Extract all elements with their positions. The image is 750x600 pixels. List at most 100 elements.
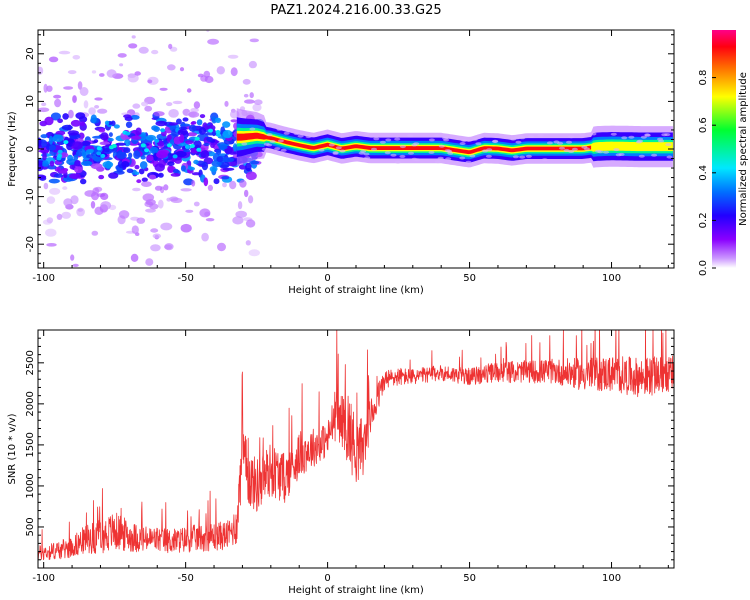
spectrogram-cell [159, 87, 168, 91]
spectrogram-cell [131, 225, 139, 234]
spectrogram-cell [568, 150, 575, 153]
spectrogram-cell [206, 136, 214, 142]
x-tick-label: -100 [32, 573, 55, 584]
spectrogram-cell [335, 146, 342, 150]
spectrogram-cell [133, 150, 141, 160]
spectrogram-cell [154, 163, 165, 172]
spectrogram-cell [69, 173, 81, 180]
spectrogram-cell [170, 197, 183, 203]
spectrogram-cell [363, 152, 370, 156]
spectrogram-cell [134, 164, 140, 170]
spectrogram-cell [99, 141, 111, 146]
spectrogram-cell [168, 43, 173, 50]
spectrogram-cell [183, 149, 191, 153]
spectrogram-cell [91, 70, 97, 74]
colorbar: 0.0 0.2 0.4 0.6 0.8 Normalized spectral ampl… [698, 30, 749, 276]
spectrogram-cell [385, 138, 392, 142]
spectrogram-cell [115, 142, 127, 146]
spectrogram-cell [127, 73, 139, 83]
spectrogram-cell [128, 152, 133, 159]
spectrogram-cell [269, 140, 276, 143]
spectrogram-cell [201, 232, 209, 242]
spectrogram-cell [172, 154, 178, 159]
spectrogram-image [38, 30, 673, 267]
spectrogram-cell [651, 153, 658, 157]
spectrogram-cell [579, 133, 586, 136]
spectrogram-cell [445, 157, 452, 161]
spectrogram-cell [210, 142, 215, 148]
spectrogram-cell [182, 117, 189, 122]
spectrogram-cell [358, 151, 365, 155]
spectrogram-cell [98, 174, 105, 180]
x-tick-label: 0 [324, 573, 330, 584]
spectrogram-cell [56, 213, 63, 220]
spectrogram-cell [108, 132, 113, 138]
spectrogram-cell [45, 228, 57, 237]
spectrogram-cell [134, 171, 140, 175]
spectrogram-cell [151, 49, 159, 55]
spectrogram-cell [222, 157, 235, 163]
x-tick-label: 50 [463, 273, 476, 284]
x-tick-label: 100 [602, 273, 621, 284]
spectrogram-cell [150, 228, 159, 233]
spectrogram-cell [46, 85, 53, 92]
spectrogram-cell [141, 177, 148, 183]
spectrogram-cell [196, 119, 203, 126]
spectrogram-cell [91, 163, 103, 170]
spectrogram-cell [216, 149, 222, 155]
spectrogram-cell [245, 219, 256, 228]
spectrogram-cell [72, 141, 83, 150]
spectrogram-cell [200, 150, 210, 159]
spectrogram-cell [213, 178, 220, 185]
spectrogram-cell [218, 145, 228, 150]
spectrogram-cell [249, 92, 254, 99]
spectrogram-cell [90, 201, 96, 209]
spectrogram-cell [245, 171, 257, 181]
spectrogram-cell [190, 147, 199, 154]
spectrogram-cell [268, 123, 275, 127]
spectrogram-cell [94, 97, 103, 101]
x-tick-label: -50 [177, 273, 193, 284]
spectrogram-cell [57, 153, 63, 158]
x-tick-label: 50 [463, 573, 476, 584]
spectrogram-cell [148, 174, 157, 180]
spectrogram-cell [70, 254, 75, 261]
spectrogram-cell [67, 70, 77, 75]
spectrogram-cell [141, 181, 152, 188]
spectrogram-cell [241, 142, 248, 146]
spectrogram-cell [207, 38, 220, 45]
spectrogram-cell [134, 71, 141, 76]
spectrogram-cell [465, 160, 472, 164]
spectrogram-cell [46, 217, 54, 224]
spectrogram-cell [239, 179, 247, 188]
spectrogram-cell [328, 143, 335, 147]
spectrogram-cell [216, 156, 224, 163]
spectrogram-cell [177, 129, 188, 136]
spectrogram-cell [98, 128, 106, 133]
spectrogram-cell [70, 119, 81, 127]
spectrogram-cell [57, 149, 63, 154]
spectrogram-cell [557, 141, 564, 145]
spectrogram-cell [94, 206, 104, 215]
spectrogram-cell [180, 165, 186, 172]
snr-xlabel: Height of straight line (km) [288, 585, 424, 596]
spectrogram-cell [459, 142, 466, 145]
spectrogram-cell [502, 161, 509, 165]
y-tick-label: 500 [25, 517, 36, 536]
spectrogram-cell [399, 154, 406, 158]
spectrogram-cell [168, 122, 178, 126]
spectrogram-cell [91, 230, 99, 236]
spectrogram-cell [248, 195, 254, 204]
spectrogram-cell [130, 253, 139, 262]
spectrogram-cell [102, 161, 114, 169]
spectrogram-cell [96, 151, 102, 156]
spectrogram-cell [563, 148, 570, 152]
spectrogram-cell [222, 167, 235, 171]
spectrogram-cell [194, 136, 200, 141]
spectrogram-cell [437, 156, 444, 160]
spectrogram-cell [519, 155, 526, 159]
spectrogram-cell [90, 114, 97, 123]
spectrogram-cell [117, 53, 127, 58]
spectrogram-cell [140, 143, 146, 148]
spectrogram-cell [293, 132, 300, 136]
